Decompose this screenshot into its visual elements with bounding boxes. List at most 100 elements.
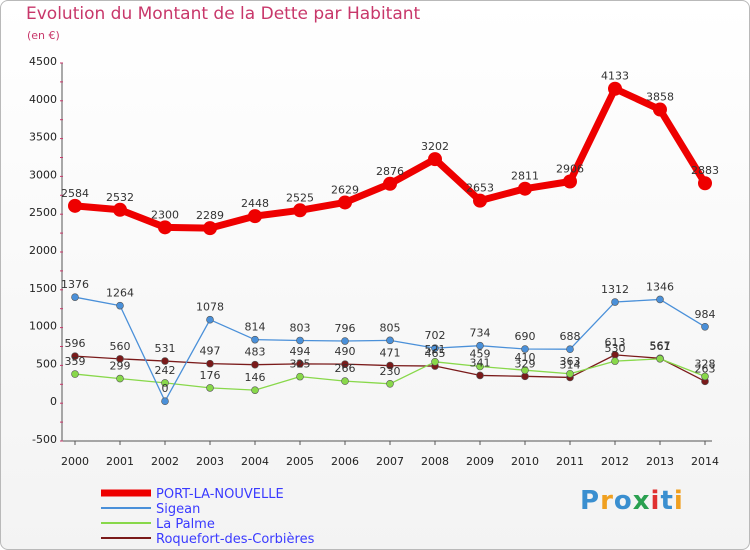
data-point — [251, 335, 259, 344]
data-point — [116, 355, 124, 363]
x-tick-label: 2004 — [241, 455, 269, 468]
y-tick-label: 4000 — [29, 93, 57, 106]
data-label: 325 — [290, 358, 311, 371]
data-label: 688 — [560, 330, 581, 343]
data-label: 465 — [425, 347, 446, 360]
legend-entry: Roquefort-des-Corbières — [156, 532, 315, 547]
data-label: 2448 — [241, 197, 269, 210]
y-tick-label: 1000 — [29, 320, 57, 333]
data-label: 690 — [515, 330, 536, 343]
data-label: 266 — [335, 362, 356, 375]
data-label: 230 — [380, 365, 401, 378]
data-point — [701, 372, 709, 381]
data-label: 483 — [245, 346, 266, 359]
data-point — [521, 345, 529, 353]
data-label: 329 — [515, 357, 536, 370]
data-point — [116, 301, 124, 310]
x-tick-label: 2011 — [556, 455, 584, 468]
data-label: 1312 — [601, 283, 629, 296]
data-label: 984 — [695, 308, 716, 321]
series-line — [74, 85, 708, 232]
data-label: 567 — [650, 339, 671, 352]
logo-letter: i — [673, 486, 684, 516]
data-label: 561 — [650, 340, 671, 353]
y-tick-label: 1500 — [29, 282, 57, 295]
data-point — [476, 341, 484, 350]
data-label: 3202 — [421, 140, 449, 153]
y-tick-label: 3000 — [29, 168, 57, 181]
data-label: 0 — [162, 382, 169, 395]
y-tick-label: 3500 — [29, 131, 57, 144]
series-port-la-nouvelle — [68, 81, 712, 236]
x-tick-label: 2001 — [106, 455, 134, 468]
legend-entry: La Palme — [156, 517, 215, 532]
data-point — [71, 293, 79, 301]
series-layer — [68, 81, 712, 406]
data-label: 2906 — [556, 163, 584, 176]
data-point — [428, 152, 442, 167]
data-label: 328 — [695, 357, 716, 370]
data-point — [431, 358, 439, 366]
data-label: 814 — [245, 321, 266, 334]
data-point — [476, 371, 484, 380]
data-label: 596 — [65, 337, 86, 350]
y-tick-label: 2500 — [29, 206, 57, 219]
data-point — [473, 193, 487, 208]
data-label: 459 — [470, 347, 491, 360]
data-label: 363 — [560, 355, 581, 368]
data-point — [161, 357, 169, 365]
data-point — [161, 379, 169, 387]
x-tick-label: 2003 — [196, 455, 224, 468]
data-label: 2289 — [196, 209, 224, 222]
data-point — [566, 345, 574, 353]
data-point — [563, 174, 577, 189]
data-point — [293, 203, 307, 218]
data-label: 359 — [65, 355, 86, 368]
data-label: 1264 — [106, 287, 134, 300]
data-label: 341 — [470, 356, 491, 369]
data-label: 734 — [470, 327, 491, 340]
data-label: 2300 — [151, 208, 179, 221]
data-label: 471 — [380, 347, 401, 360]
logo-letter: o — [613, 486, 633, 516]
data-point — [296, 372, 304, 381]
x-tick-label: 2010 — [511, 455, 539, 468]
data-point — [71, 370, 79, 378]
series-la-palme — [71, 354, 709, 394]
x-tick-label: 2012 — [601, 455, 629, 468]
data-label: 521 — [425, 343, 446, 356]
data-point — [341, 377, 349, 385]
data-label: 1376 — [61, 278, 89, 291]
logo-letter: i — [650, 486, 661, 516]
data-point — [518, 181, 532, 196]
proxiti-logo: Proxiti — [580, 486, 684, 516]
data-point — [206, 384, 214, 392]
data-label: 176 — [200, 369, 221, 382]
data-label: 314 — [560, 358, 581, 371]
data-point — [476, 362, 484, 371]
data-point — [341, 337, 349, 345]
data-point — [338, 195, 352, 210]
data-point — [521, 366, 529, 375]
x-tick-label: 2013 — [646, 455, 674, 468]
logo-letter: r — [600, 486, 614, 516]
data-point — [341, 360, 349, 368]
data-label: 2876 — [376, 165, 404, 178]
data-point — [386, 380, 394, 388]
data-point — [113, 202, 127, 217]
data-label: 2629 — [331, 183, 359, 196]
data-label: 3858 — [646, 91, 674, 104]
data-label: 2883 — [691, 164, 719, 177]
data-label: 242 — [155, 364, 176, 377]
x-tick-label: 2007 — [376, 455, 404, 468]
data-label: 2532 — [106, 191, 134, 204]
data-label: 530 — [605, 342, 626, 355]
series-roquefort-des-corbi-res — [71, 351, 709, 386]
x-tick-label: 2005 — [286, 455, 314, 468]
legend-entry: Sigean — [156, 502, 200, 517]
data-point — [296, 360, 304, 368]
x-tick-label: 2000 — [61, 455, 89, 468]
data-point — [161, 397, 169, 406]
data-point — [386, 361, 394, 370]
